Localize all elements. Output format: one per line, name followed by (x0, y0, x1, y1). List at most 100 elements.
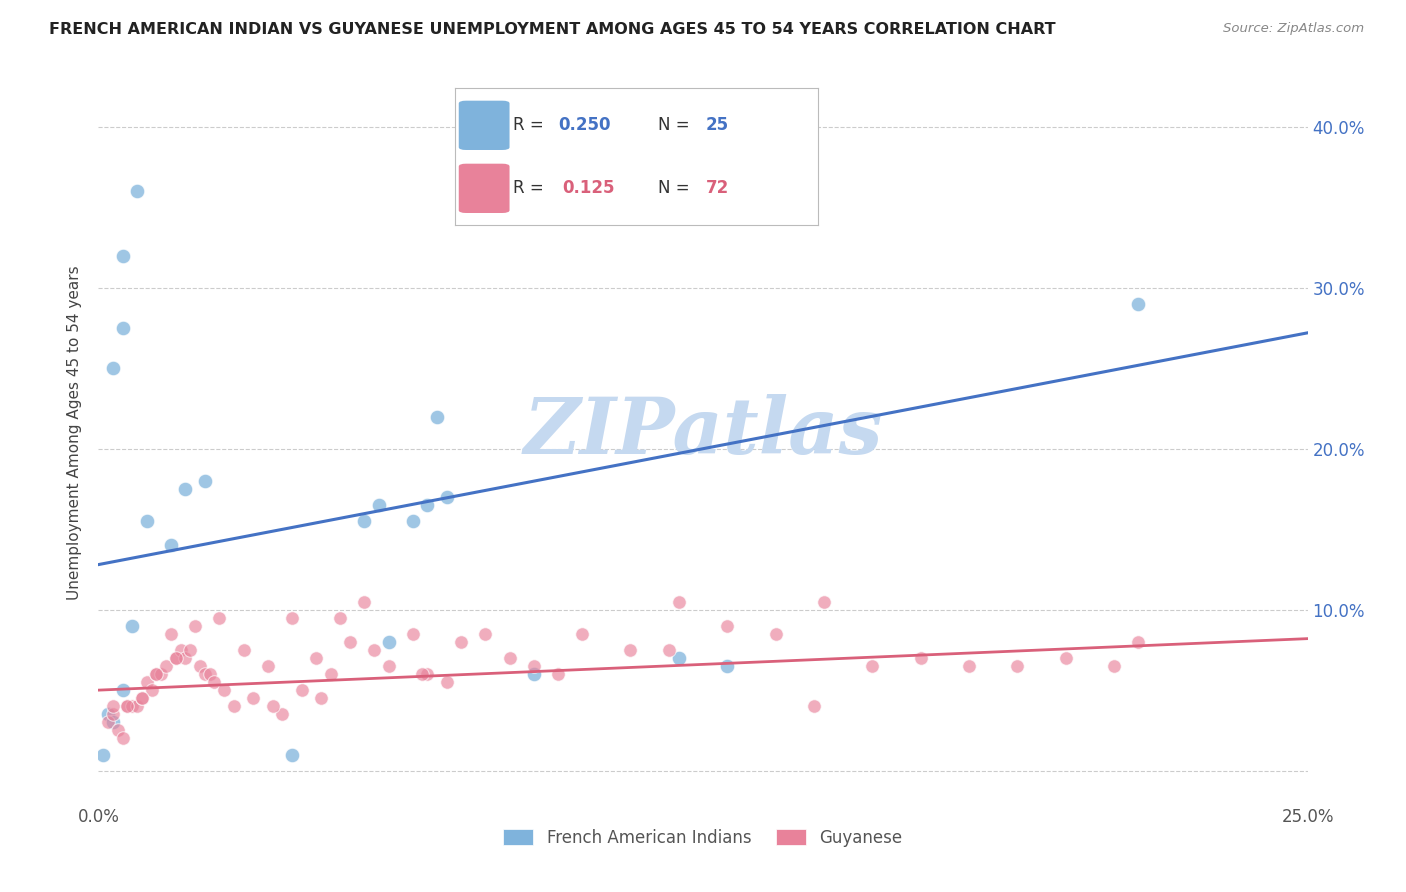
Point (377, 635, 399, 649)
Point (117, 699, 139, 714)
Point (97, 715, 120, 730)
Point (188, 659, 211, 673)
Point (174, 651, 197, 665)
Point (145, 667, 167, 681)
Point (160, 627, 183, 641)
Point (101, 699, 124, 714)
Point (571, 627, 593, 641)
Point (353, 594, 375, 608)
Point (1054, 651, 1077, 665)
Text: FRENCH AMERICAN INDIAN VS GUYANESE UNEMPLOYMENT AMONG AGES 45 TO 54 YEARS CORREL: FRENCH AMERICAN INDIAN VS GUYANESE UNEMP… (49, 22, 1056, 37)
Point (111, 683, 134, 698)
Point (101, 707, 124, 722)
Point (155, 659, 177, 673)
Point (450, 635, 472, 649)
Point (271, 707, 294, 722)
Point (411, 667, 433, 681)
Point (127, 184, 149, 198)
Point (426, 409, 449, 424)
Point (121, 619, 143, 633)
Point (309, 691, 332, 706)
Point (179, 643, 201, 657)
Point (290, 683, 312, 698)
Point (1102, 659, 1125, 673)
Point (668, 651, 690, 665)
Point (242, 691, 264, 706)
Point (402, 514, 425, 528)
Point (860, 659, 883, 673)
Point (436, 675, 458, 690)
Point (523, 659, 546, 673)
Point (198, 667, 221, 681)
Point (305, 651, 328, 665)
Point (135, 675, 157, 690)
Point (281, 747, 304, 762)
Point (498, 651, 520, 665)
Point (91, 747, 114, 762)
Point (165, 651, 187, 665)
Point (377, 659, 399, 673)
Point (222, 699, 245, 714)
Point (339, 635, 361, 649)
Point (416, 498, 439, 512)
Point (208, 610, 231, 624)
Point (256, 659, 278, 673)
Point (1007, 659, 1029, 673)
Point (160, 538, 183, 552)
Point (319, 667, 342, 681)
Point (111, 249, 134, 263)
Text: ZIPatlas: ZIPatlas (523, 394, 883, 471)
Point (204, 675, 226, 690)
Point (101, 715, 124, 730)
Point (111, 731, 134, 746)
Point (329, 610, 352, 624)
Point (141, 683, 163, 698)
Point (716, 619, 738, 633)
Point (169, 643, 191, 657)
Point (135, 514, 157, 528)
Point (165, 651, 187, 665)
Point (194, 474, 217, 488)
Point (232, 643, 254, 657)
Point (281, 610, 304, 624)
Point (416, 667, 439, 681)
Point (101, 361, 124, 376)
Text: Source: ZipAtlas.com: Source: ZipAtlas.com (1223, 22, 1364, 36)
Point (658, 643, 681, 657)
Point (547, 667, 569, 681)
Point (1128, 297, 1150, 311)
Point (368, 498, 391, 512)
Point (107, 723, 129, 738)
Point (117, 699, 139, 714)
Y-axis label: Unemployment Among Ages 45 to 54 years: Unemployment Among Ages 45 to 54 years (67, 265, 83, 600)
Point (1128, 635, 1150, 649)
Point (131, 691, 153, 706)
Point (150, 667, 173, 681)
Point (131, 691, 153, 706)
Point (121, 699, 143, 714)
Point (668, 594, 690, 608)
Point (813, 594, 835, 608)
Point (402, 627, 425, 641)
Point (765, 627, 787, 641)
Point (619, 643, 641, 657)
Point (145, 667, 167, 681)
Point (803, 699, 825, 714)
Point (436, 490, 458, 504)
Point (363, 643, 385, 657)
Point (184, 619, 207, 633)
Point (262, 699, 284, 714)
Point (957, 659, 980, 673)
Legend: French American Indians, Guyanese: French American Indians, Guyanese (496, 822, 910, 854)
Point (910, 651, 932, 665)
Point (212, 683, 235, 698)
Point (174, 482, 197, 496)
Point (111, 321, 134, 335)
Point (716, 659, 738, 673)
Point (194, 667, 217, 681)
Point (127, 699, 149, 714)
Point (353, 514, 375, 528)
Point (97, 707, 120, 722)
Point (474, 627, 496, 641)
Point (523, 667, 546, 681)
